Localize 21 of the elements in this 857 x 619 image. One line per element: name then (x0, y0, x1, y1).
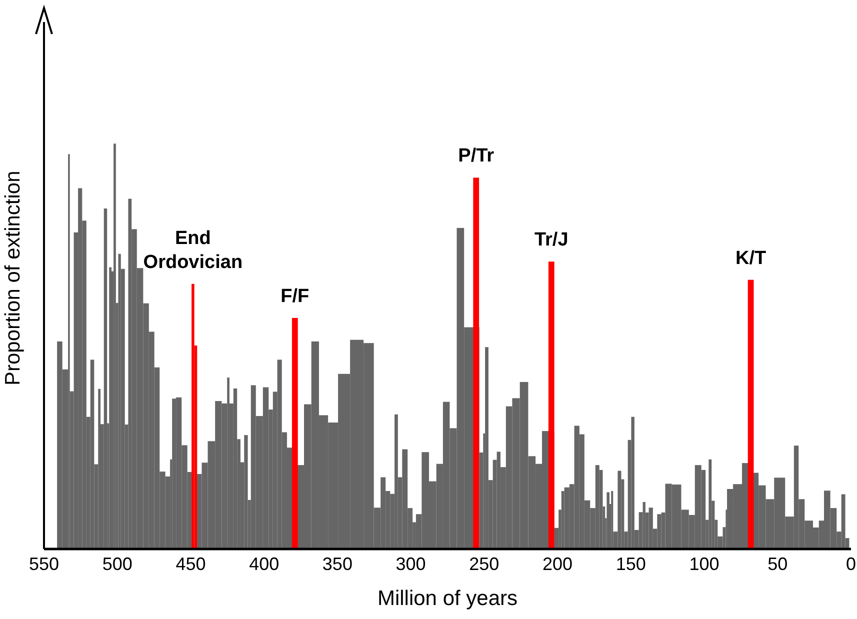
x-tick-label: 400 (249, 554, 280, 574)
x-tick-label: 200 (542, 554, 573, 574)
x-tick-label: 500 (102, 554, 132, 574)
x-tick-label: 50 (768, 554, 788, 574)
annotation: P/Tr (458, 146, 495, 167)
annotation: Tr/J (534, 230, 568, 251)
x-tick-label: 350 (322, 554, 352, 574)
annotation: K/T (735, 248, 766, 269)
x-tick-label: 300 (396, 554, 426, 574)
y-axis-title: Proportion of extinction (1, 170, 24, 386)
annotation: F/F (280, 286, 310, 307)
x-tick-label: 450 (176, 554, 206, 574)
x-tick-label: 0 (846, 554, 856, 574)
x-tick-label: 550 (28, 554, 60, 574)
annotation: End Ordovician (143, 228, 243, 273)
x-tick-label: 250 (469, 554, 500, 574)
x-tick-label: 150 (616, 554, 646, 574)
bar (292, 318, 298, 549)
bar (748, 280, 754, 549)
x-tick-label: 100 (689, 554, 720, 574)
x-axis-title: Million of years (377, 587, 518, 610)
